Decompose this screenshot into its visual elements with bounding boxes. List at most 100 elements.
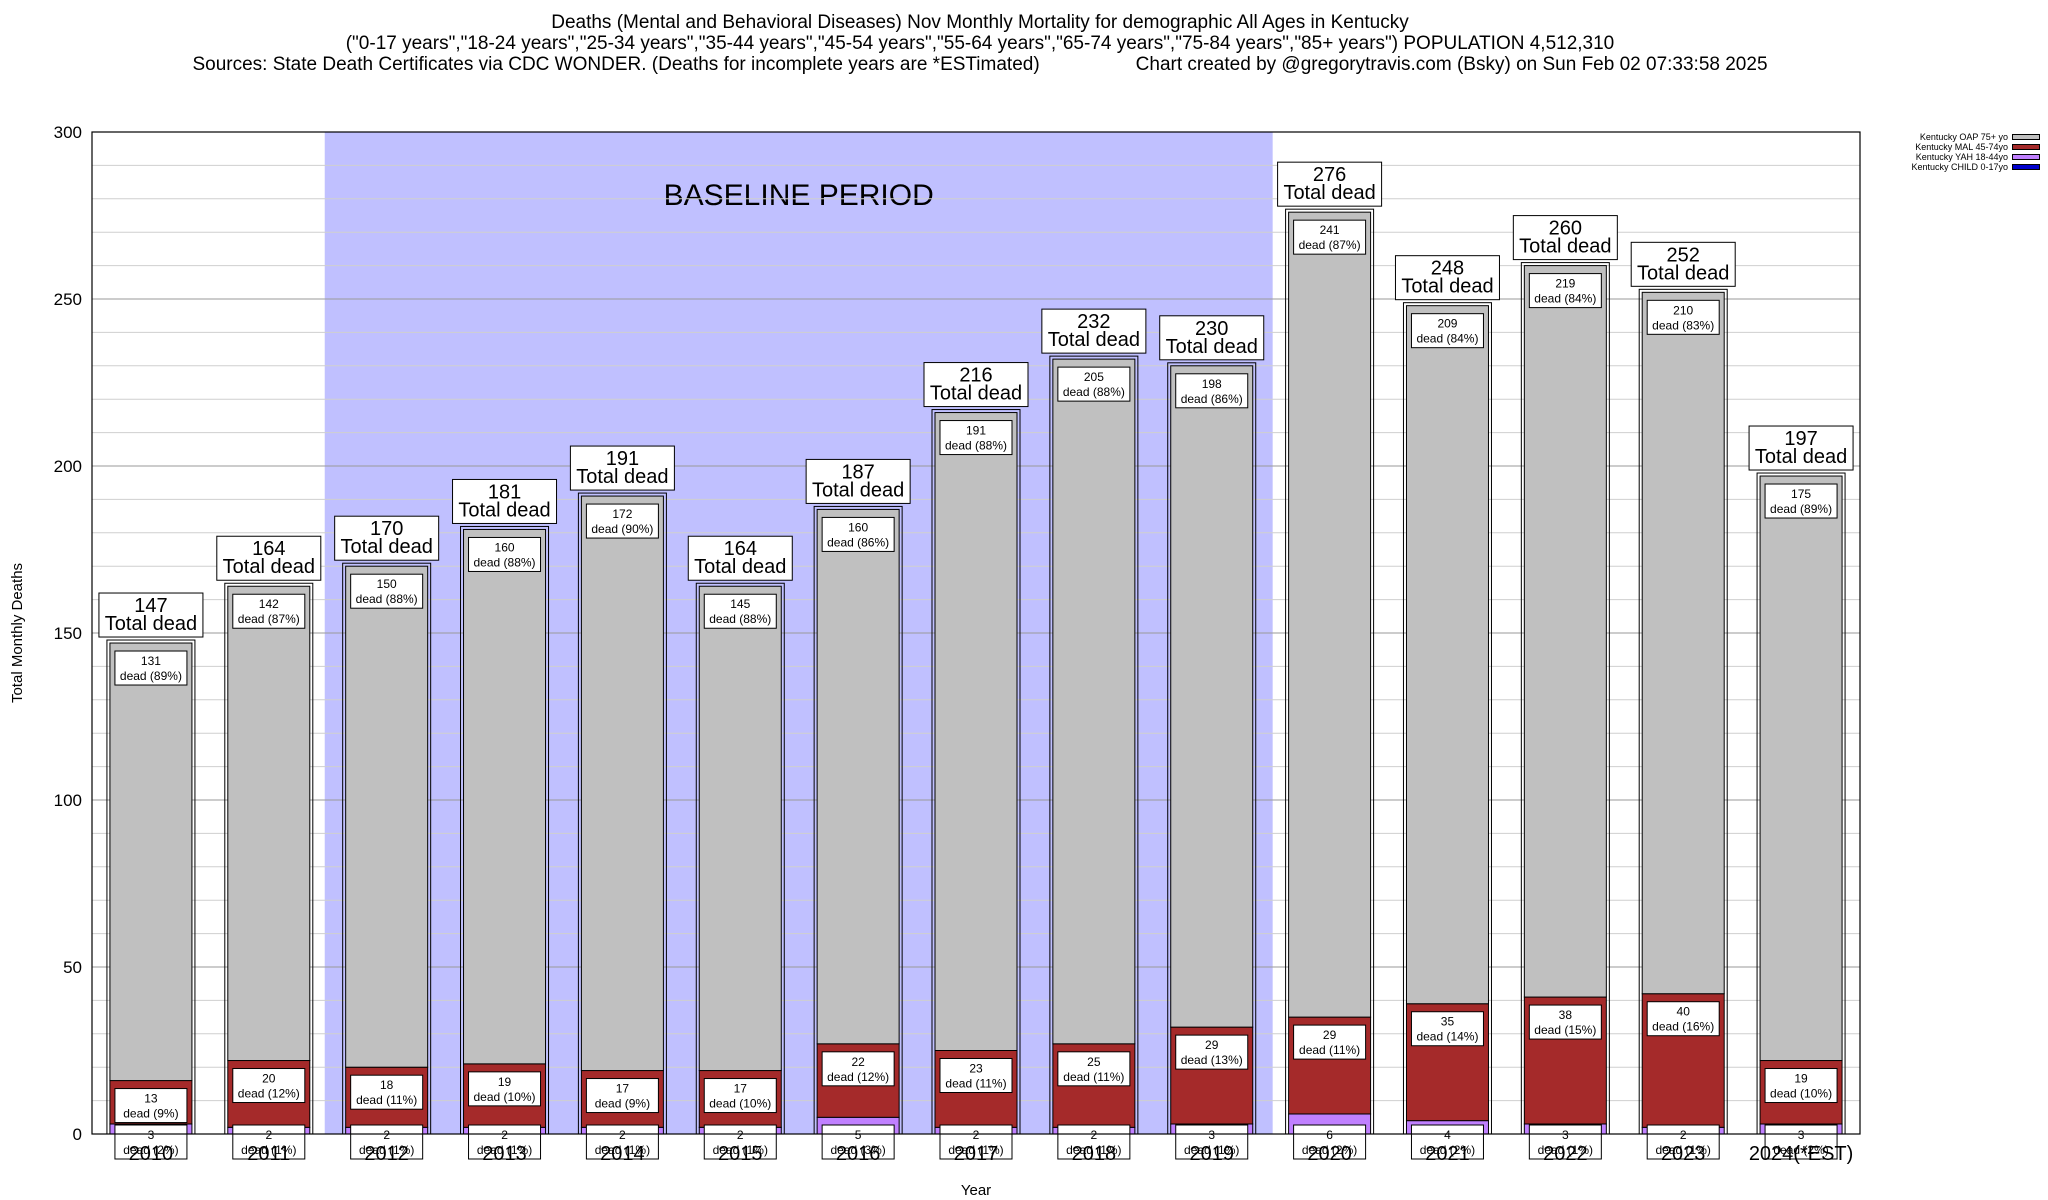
x-tick-label: 2013: [482, 1143, 527, 1165]
value-label-percent: dead (1%): [241, 1143, 296, 1157]
total-label-value: 252: [1667, 244, 1700, 266]
value-label-box: [821, 1051, 895, 1087]
value-label-box: [1410, 313, 1484, 349]
value-label-box: [1646, 1124, 1720, 1160]
value-label-count: 2: [501, 1128, 508, 1142]
total-label-value: 181: [488, 481, 521, 503]
x-tick-label: 2010: [129, 1143, 174, 1165]
value-label-count: 142: [259, 597, 279, 611]
value-label-percent: dead (86%): [827, 535, 889, 549]
value-label-box: [350, 1074, 424, 1110]
value-label-percent: dead (88%): [1063, 385, 1125, 399]
bar-segment: [1288, 211, 1372, 1018]
value-label-percent: dead (11%): [1063, 1070, 1124, 1084]
total-label-box: [1630, 241, 1736, 287]
value-label-percent: dead (14%): [1416, 1030, 1478, 1044]
value-label-percent: dead (84%): [1416, 332, 1478, 346]
value-label-count: 18: [380, 1078, 394, 1092]
total-label-value: 147: [134, 595, 167, 617]
value-label-box: [1528, 1124, 1602, 1160]
value-label-percent: dead (11%): [945, 1077, 1006, 1091]
value-label-count: 17: [734, 1082, 748, 1096]
value-label-percent: dead (12%): [238, 1087, 300, 1101]
value-label-count: 172: [612, 507, 632, 521]
value-label-percent: dead (88%): [709, 612, 771, 626]
value-label-count: 191: [966, 424, 986, 438]
value-label-box: [1293, 1024, 1367, 1060]
value-label-count: 2: [1680, 1128, 1687, 1142]
value-label-percent: dead (86%): [1181, 392, 1243, 406]
value-label-count: 160: [495, 540, 515, 554]
value-label-percent: dead (1%): [1538, 1143, 1593, 1157]
value-label-box: [703, 1078, 777, 1114]
chart-title: Deaths (Mental and Behavioral Diseases) …: [551, 12, 1409, 33]
value-label-count: 19: [1794, 1072, 1808, 1086]
total-label-box: [452, 478, 558, 524]
bar-segment: [1405, 305, 1489, 1005]
value-label-percent: dead (13%): [1181, 1053, 1243, 1067]
value-label-count: 131: [141, 654, 161, 668]
value-label-count: 6: [1326, 1128, 1333, 1142]
value-label-percent: dead (1%): [948, 1143, 1003, 1157]
value-label-box: [114, 1088, 188, 1124]
value-label-box: [1410, 1124, 1484, 1160]
value-label-box: [468, 536, 542, 572]
value-label-percent: dead (83%): [1652, 318, 1714, 332]
legend-entry: Kentucky MAL 45-74yo: [1880, 142, 2040, 152]
value-label-count: 22: [851, 1055, 865, 1069]
value-label-percent: dead (9%): [595, 1097, 650, 1111]
value-label-box: [1764, 1124, 1838, 1160]
x-tick-label: 2020: [1307, 1143, 1352, 1165]
y-tick-label: 150: [54, 624, 82, 643]
value-label-count: 219: [1555, 277, 1575, 291]
x-tick-label: 2012: [364, 1143, 409, 1165]
bar-segment: [1523, 265, 1607, 998]
value-label-count: 17: [616, 1082, 630, 1096]
value-label-percent: dead (88%): [474, 555, 536, 569]
value-label-count: 40: [1677, 1005, 1691, 1019]
chart-header: Deaths (Mental and Behavioral Diseases) …: [0, 12, 1960, 75]
bar-segment: [934, 412, 1018, 1051]
bar-segment: [580, 495, 664, 1072]
value-label-percent: dead (90%): [591, 522, 653, 536]
x-tick-label: 2018: [1072, 1143, 1117, 1165]
value-label-box: [1057, 1124, 1131, 1160]
value-label-count: 2: [383, 1128, 390, 1142]
legend-label: Kentucky CHILD 0-17yo: [1911, 162, 2008, 172]
total-label-text: Total dead: [576, 466, 668, 488]
value-label-count: 13: [144, 1092, 158, 1106]
y-tick-label: 0: [73, 1125, 82, 1144]
value-label-box: [232, 1124, 306, 1160]
total-label-text: Total dead: [1519, 236, 1611, 258]
value-label-count: 210: [1673, 303, 1693, 317]
value-label-percent: dead (12%): [827, 1070, 889, 1084]
total-label-box: [1159, 315, 1265, 361]
value-label-count: 2: [619, 1128, 626, 1142]
value-label-box: [350, 1124, 424, 1160]
total-label-value: 164: [724, 538, 757, 560]
value-label-percent: dead (9%): [123, 1107, 178, 1121]
x-tick-label: 2011: [247, 1143, 290, 1165]
value-label-box: [585, 1078, 659, 1114]
value-label-box: [350, 573, 424, 609]
total-label-text: Total dead: [1283, 182, 1375, 204]
value-label-percent: dead (3%): [830, 1143, 885, 1157]
total-label-value: 197: [1784, 428, 1817, 450]
chart-sources-line: Sources: State Death Certificates via CD…: [0, 54, 1960, 75]
total-label-value: 276: [1313, 164, 1346, 186]
value-label-percent: dead (1%): [713, 1143, 768, 1157]
y-tick-label: 300: [54, 123, 82, 142]
x-tick-label: 2024(*EST): [1749, 1143, 1854, 1165]
value-label-count: 25: [1087, 1055, 1101, 1069]
value-label-percent: dead (1%): [1656, 1143, 1711, 1157]
total-label-box: [334, 515, 440, 561]
total-label-text: Total dead: [1755, 446, 1847, 468]
value-label-count: 4: [1444, 1128, 1451, 1142]
legend-label: Kentucky MAL 45-74yo: [1915, 142, 2008, 152]
value-label-count: 23: [969, 1062, 983, 1076]
value-label-count: 150: [377, 577, 397, 591]
value-label-box: [939, 1058, 1013, 1093]
value-label-box: [1175, 1034, 1249, 1070]
chart-subtitle: ("0-17 years","18-24 years","25-34 years…: [345, 33, 1615, 54]
value-label-percent: dead (89%): [120, 669, 182, 683]
